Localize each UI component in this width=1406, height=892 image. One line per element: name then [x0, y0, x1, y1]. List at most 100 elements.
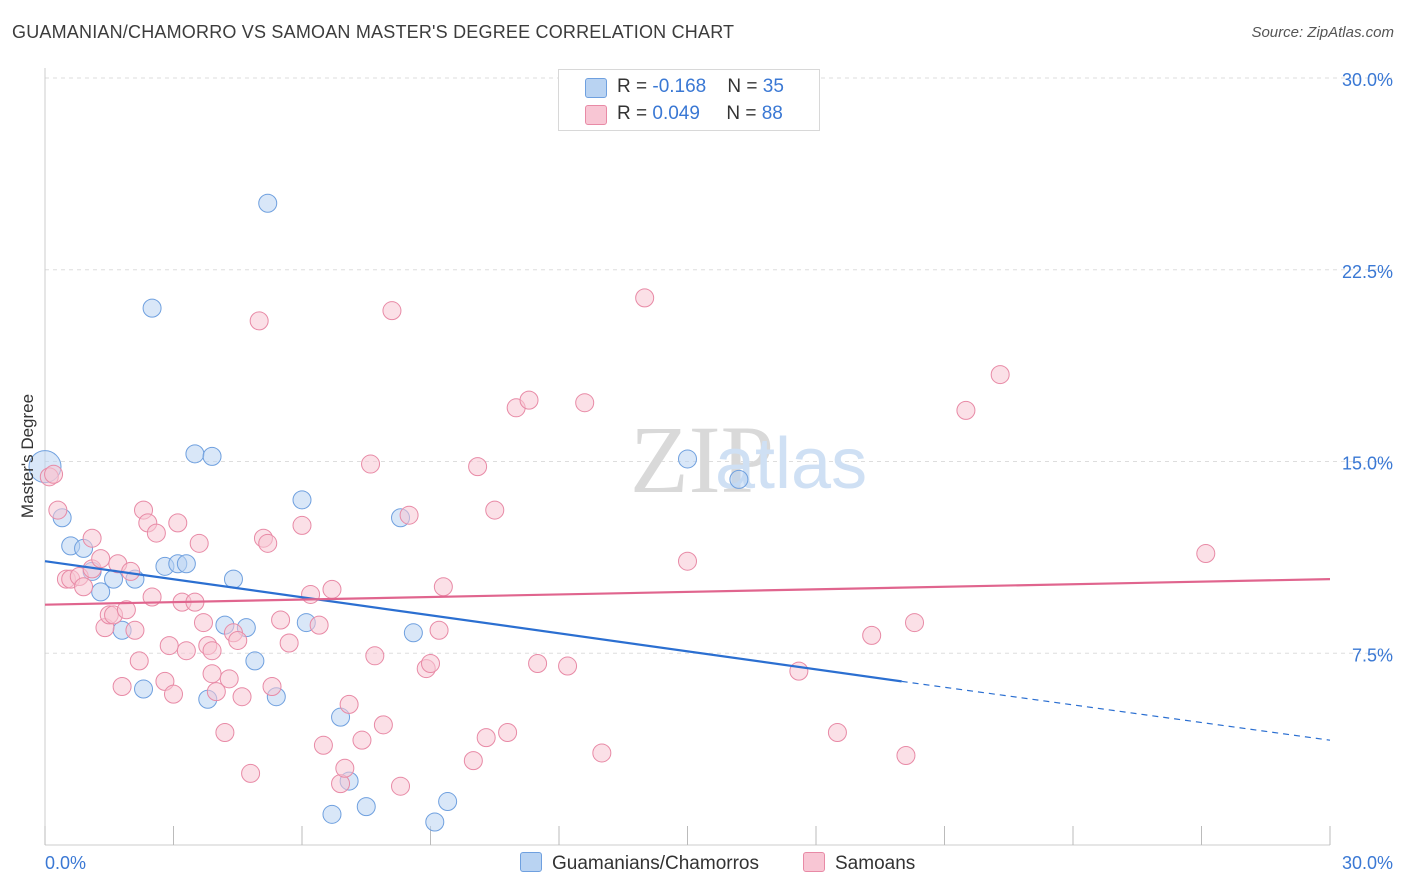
- source-label: Source: ZipAtlas.com: [1251, 24, 1394, 41]
- point-samoan: [429, 620, 449, 640]
- point-samoan: [116, 600, 136, 620]
- point-samoan: [476, 728, 496, 748]
- point-samoan: [339, 694, 359, 714]
- point-samoan: [91, 549, 111, 569]
- point-samoan: [990, 365, 1010, 385]
- trend-line-samoan: [44, 578, 1331, 606]
- legend-n-value: 35: [762, 76, 784, 97]
- correlation-legend: R = -0.168 N = 35 R = 0.049 N = 88: [558, 69, 820, 131]
- point-guamanian: [134, 679, 154, 699]
- point-samoan: [112, 676, 132, 696]
- point-guamanian: [356, 797, 376, 817]
- point-samoan: [382, 301, 402, 321]
- legend-swatch-guamanian: [585, 78, 607, 98]
- point-samoan: [678, 551, 697, 571]
- watermark-atlas: atlas: [715, 424, 867, 504]
- point-samoan: [399, 505, 419, 525]
- point-guamanian: [176, 554, 196, 574]
- legend-n-label: N =: [726, 103, 762, 124]
- point-samoan: [202, 664, 222, 684]
- point-guamanian: [185, 444, 205, 464]
- point-samoan: [485, 500, 505, 520]
- point-guamanian: [438, 792, 458, 812]
- point-guamanian: [292, 490, 312, 510]
- point-samoan: [468, 457, 488, 477]
- point-samoan: [215, 723, 235, 743]
- point-samoan: [258, 533, 278, 553]
- point-guamanian: [425, 812, 445, 832]
- point-samoan: [228, 630, 248, 650]
- x-tick-label: 30.0%: [1342, 853, 1393, 873]
- point-samoan: [44, 464, 64, 484]
- point-samoan: [433, 577, 453, 597]
- point-samoan: [262, 676, 282, 696]
- point-samoan: [164, 684, 183, 704]
- series-swatch-guamanian: [520, 852, 542, 872]
- point-samoan: [219, 669, 239, 689]
- point-guamanian: [223, 569, 243, 589]
- legend-swatch-samoan: [585, 105, 607, 125]
- y-tick-label: 30.0%: [1342, 70, 1393, 90]
- legend-r-label: R =: [617, 76, 653, 97]
- point-guamanian: [258, 193, 278, 213]
- point-samoan: [309, 615, 329, 635]
- point-samoan: [635, 288, 655, 308]
- legend-n-value: 88: [761, 103, 783, 124]
- point-samoan: [391, 776, 411, 796]
- point-samoan: [249, 311, 269, 331]
- y-tick-label: 7.5%: [1352, 645, 1393, 665]
- point-samoan: [48, 500, 68, 520]
- point-guamanian: [245, 651, 265, 671]
- x-tick-label: 0.0%: [45, 853, 86, 873]
- point-samoan: [335, 758, 355, 778]
- trend-line-guamanian: [44, 560, 902, 683]
- point-samoan: [322, 579, 342, 599]
- point-guamanian: [678, 449, 697, 469]
- gridlines: [45, 77, 1392, 654]
- point-samoan: [827, 723, 847, 743]
- point-guamanian: [403, 623, 423, 643]
- point-samoan: [176, 641, 196, 661]
- point-samoan: [862, 625, 882, 645]
- watermark-zip: ZIP: [630, 406, 774, 513]
- point-samoan: [575, 393, 595, 413]
- point-samoan: [352, 730, 372, 750]
- point-samoan: [361, 454, 381, 474]
- point-samoan: [313, 735, 333, 755]
- point-samoan: [905, 613, 925, 633]
- point-samoan: [125, 620, 145, 640]
- data-points: [28, 193, 1216, 832]
- point-samoan: [232, 687, 252, 707]
- point-samoan: [789, 661, 809, 681]
- point-samoan: [592, 743, 612, 763]
- point-samoan: [202, 641, 222, 661]
- point-guamanian: [729, 469, 749, 489]
- point-samoan: [498, 723, 518, 743]
- point-samoan: [373, 715, 393, 735]
- chart-title: GUAMANIAN/CHAMORRO VS SAMOAN MASTER'S DE…: [12, 22, 735, 42]
- legend-n-label: N =: [727, 76, 763, 97]
- point-samoan: [193, 613, 213, 633]
- point-samoan: [528, 653, 548, 673]
- legend-r-value: -0.168: [652, 76, 707, 97]
- point-samoan: [74, 577, 94, 597]
- trend-lines: [44, 560, 1331, 741]
- point-samoan: [129, 651, 149, 671]
- legend-r-value: 0.049: [652, 103, 700, 124]
- y-tick-label: 15.0%: [1342, 454, 1393, 474]
- point-guamanian: [91, 582, 111, 602]
- point-samoan: [146, 523, 166, 543]
- point-samoan: [189, 533, 209, 553]
- point-samoan: [271, 610, 291, 630]
- point-samoan: [206, 682, 226, 702]
- series-name-samoan: Samoans: [835, 853, 916, 874]
- point-samoan: [292, 515, 312, 535]
- point-samoan: [463, 751, 483, 771]
- trend-line-guamanian-extension: [901, 680, 1331, 741]
- point-samoan: [896, 746, 916, 766]
- point-samoan: [365, 646, 385, 666]
- legend-r-label: R =: [617, 103, 653, 124]
- point-samoan: [519, 390, 539, 410]
- y-axis-label: Master's Degree: [18, 393, 37, 519]
